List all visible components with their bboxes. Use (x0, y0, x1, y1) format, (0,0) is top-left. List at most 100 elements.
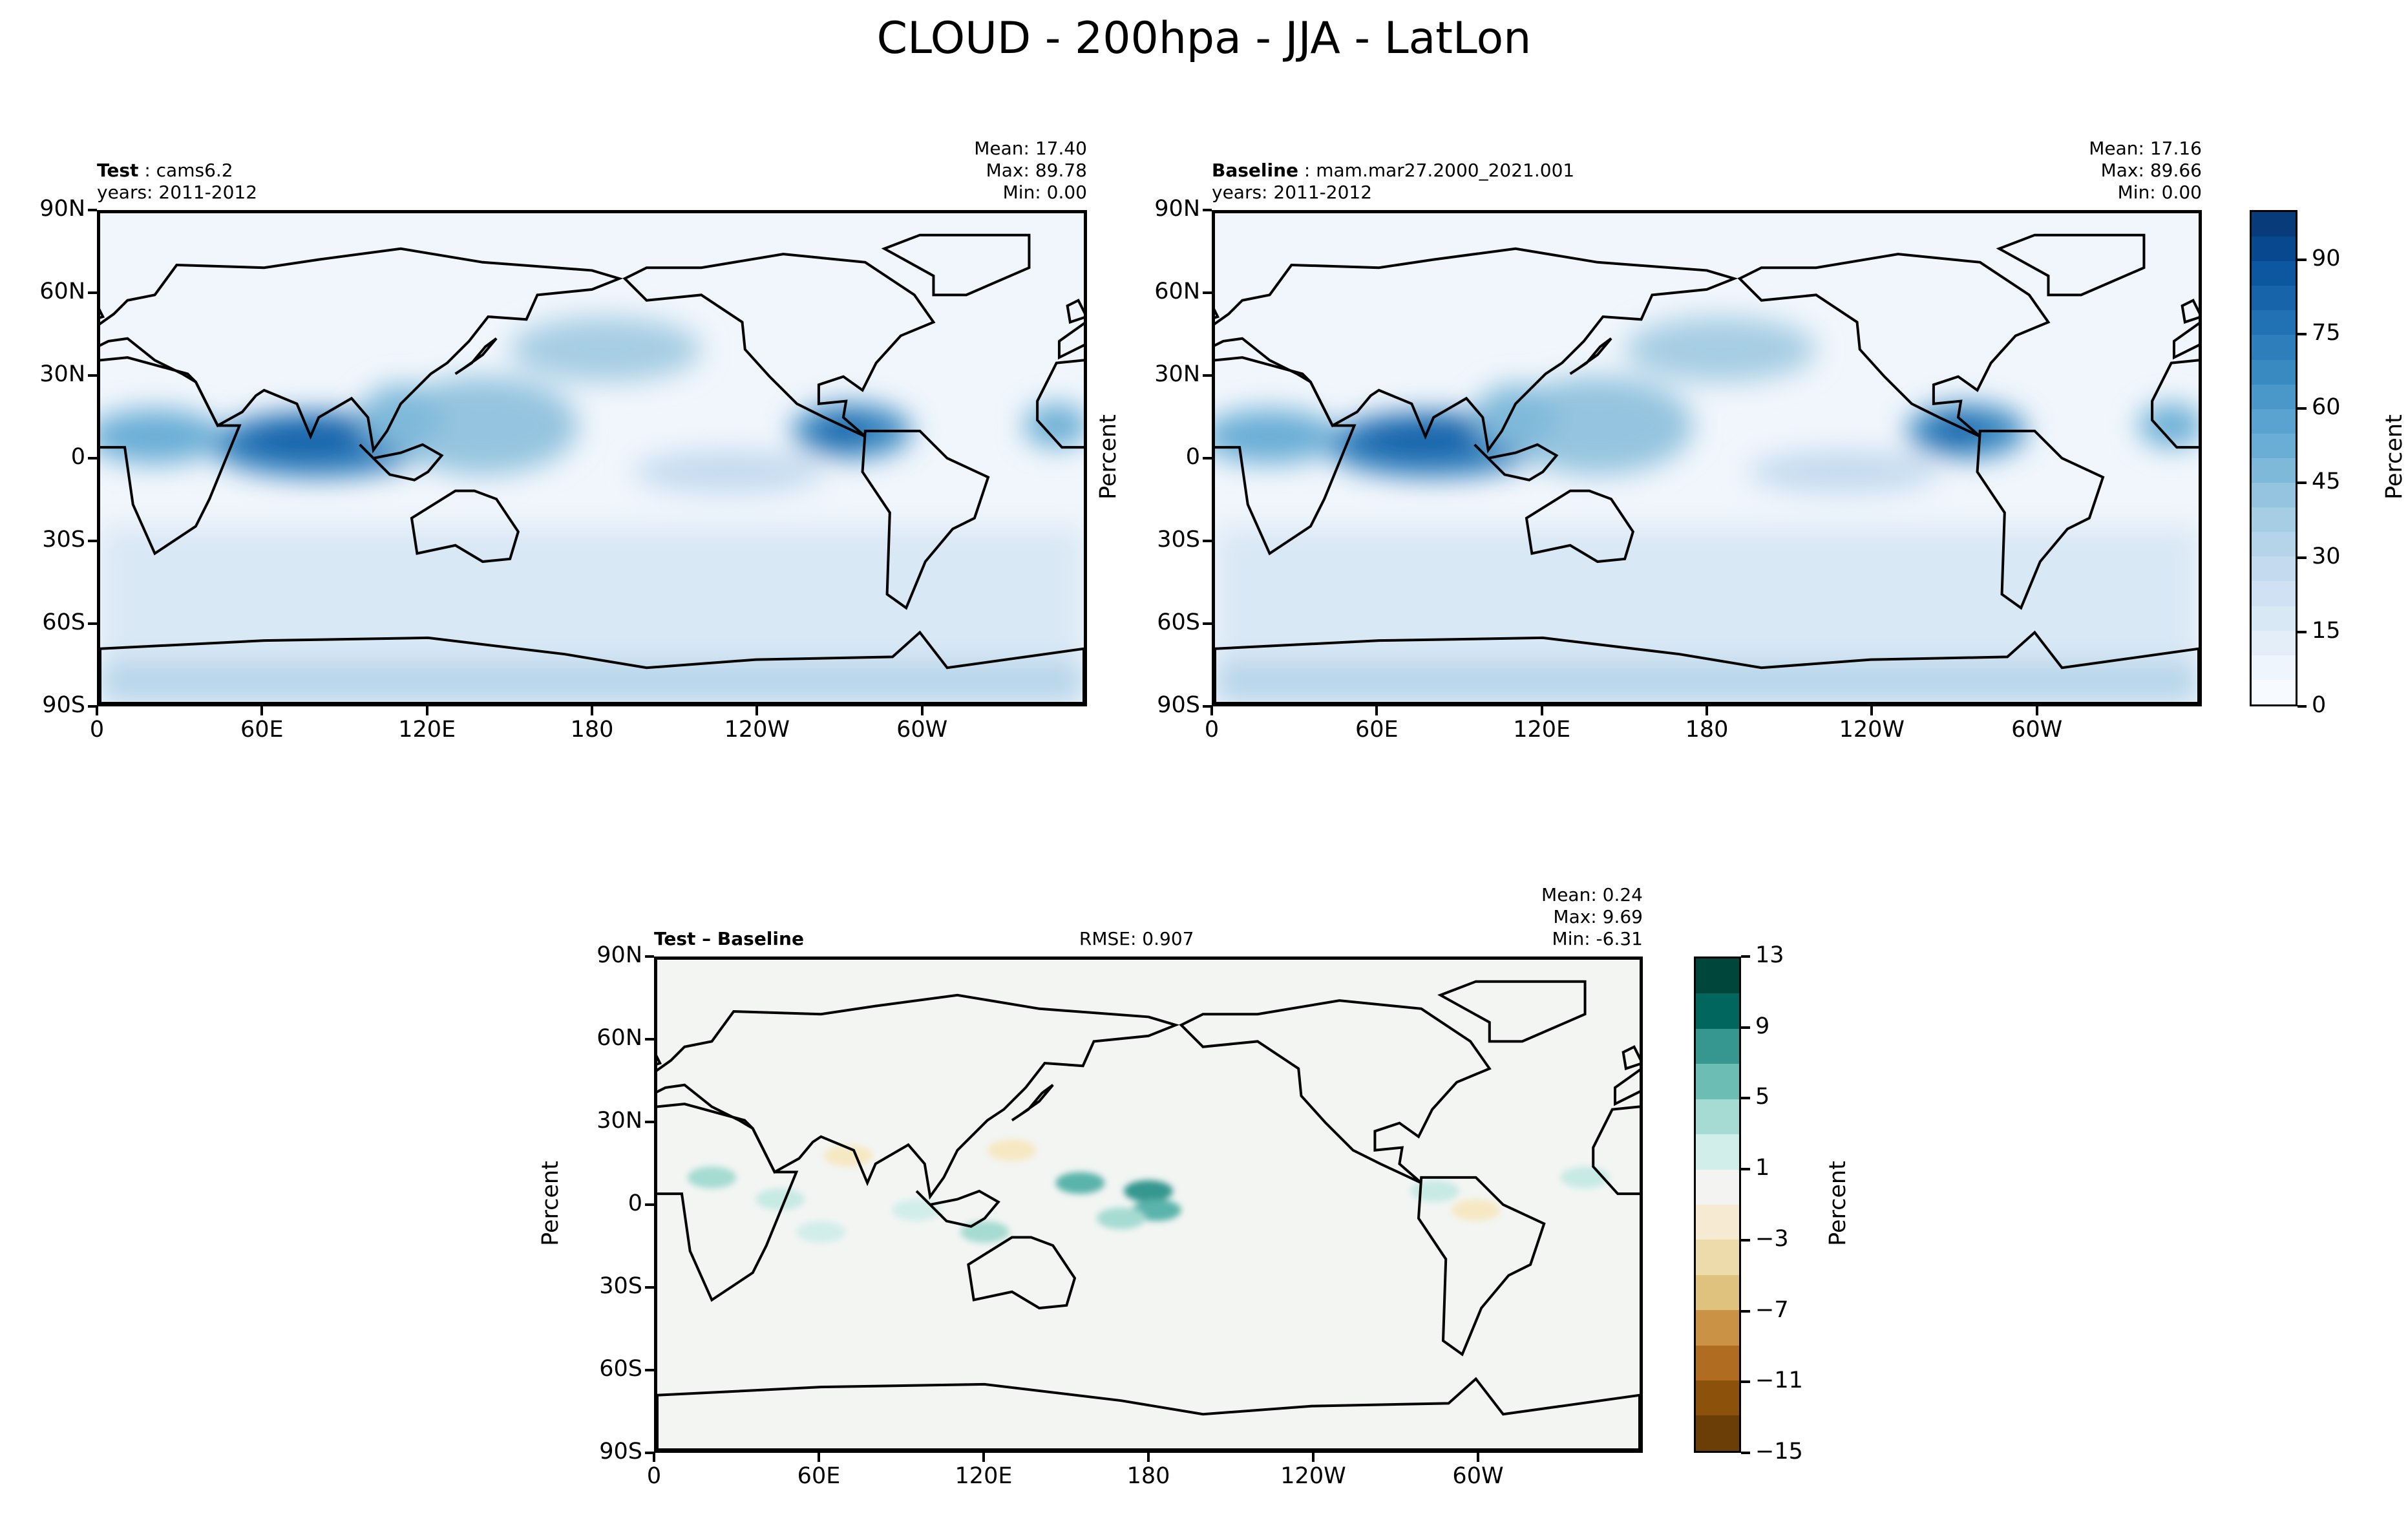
rmse-label: RMSE: 0.907 (1079, 928, 1194, 949)
diff-blob (987, 1139, 1037, 1161)
x-tick-label: 60W (896, 717, 948, 743)
antarctic-band (100, 662, 1084, 703)
coastline-antarctica (100, 633, 1084, 703)
x-tick-label: 60W (2011, 717, 2063, 743)
x-tick-mark (1312, 1453, 1315, 1462)
x-tick-mark (1477, 1453, 1479, 1462)
colorbar-tick-label: −11 (1755, 1368, 1803, 1394)
coastline-australia (968, 1238, 1075, 1308)
figure-title: CLOUD - 200hpa - JJA - LatLon (876, 13, 1532, 64)
x-tick-mark (1210, 706, 1213, 715)
coastline-namerica (625, 254, 934, 436)
x-tick-label: 180 (1126, 1463, 1170, 1489)
field-shading (100, 317, 1084, 703)
y-tick-label: 90S (599, 1439, 642, 1464)
colorbar-bin (2252, 655, 2296, 680)
x-tick-label: 120W (1280, 1463, 1346, 1489)
diff-label: Test – Baseline (654, 928, 804, 950)
coastline-africa (1215, 357, 1355, 553)
antarctic-band (1215, 662, 2199, 703)
coastline-eurasia (100, 249, 619, 450)
colorbar-bin (1696, 1169, 1739, 1205)
cloud-blob (1474, 385, 1557, 450)
x-tick-mark (1147, 1453, 1150, 1462)
y-tick-label: 90S (42, 692, 85, 718)
cloud-blob (100, 409, 224, 464)
colorbar-bin (2252, 310, 2296, 335)
colorbar-bin (2252, 384, 2296, 409)
y-tick-mark (1203, 209, 1212, 211)
colorbar-main (2250, 210, 2297, 706)
y-tick-mark (645, 1286, 654, 1289)
coastline-greenland (884, 235, 1029, 295)
y-tick-label: 60S (1157, 609, 1200, 635)
coastline-uk (1215, 301, 1218, 322)
colorbar-tick-label: 75 (2312, 320, 2341, 346)
y-tick-mark (88, 705, 97, 708)
x-tick-mark (591, 706, 593, 715)
x-tick-mark (2035, 706, 2038, 715)
colorbar-bin (1696, 993, 1739, 1029)
y-axis-label: Percent (538, 1161, 564, 1246)
colorbar-bin (1696, 1415, 1739, 1451)
colorbar-tick-label: 90 (2312, 245, 2341, 271)
y-tick-mark (88, 374, 97, 377)
colorbar-tick-label: 13 (1755, 942, 1784, 968)
y-tick-mark (645, 1452, 654, 1454)
x-tick-mark (653, 1453, 655, 1462)
colorbar-bin (2252, 408, 2296, 434)
colorbar-bin (1696, 1099, 1739, 1135)
diff-blob (1055, 1172, 1105, 1194)
field-shading (1215, 317, 2199, 703)
y-tick-label: 60N (1154, 279, 1200, 304)
colorbar-bin (2252, 286, 2296, 311)
cloud-blob (359, 385, 442, 450)
coastline-indonesia (360, 445, 442, 480)
diff-blob (1451, 1199, 1501, 1221)
cloud-blob (1625, 317, 1817, 383)
x-tick-mark (982, 1453, 985, 1462)
cloud-blob (2139, 403, 2199, 448)
colorbar-bin (1696, 1204, 1739, 1240)
x-tick-label: 120W (724, 717, 790, 743)
y-tick-mark (88, 457, 97, 460)
x-tick-label: 120E (1513, 717, 1571, 743)
label-bold: Baseline (1212, 160, 1299, 181)
colorbar-bin (2252, 630, 2296, 655)
y-tick-label: 90N (39, 196, 85, 222)
colorbar-bin (2252, 261, 2296, 286)
coastline-uk (657, 1047, 660, 1069)
colorbar-tick-mark (2297, 705, 2307, 708)
x-tick-label: 60E (797, 1463, 841, 1489)
y-tick-mark (1203, 457, 1212, 460)
colorbar-bin (2252, 458, 2296, 483)
x-tick-mark (96, 706, 98, 715)
colorbar-tick-mark (1741, 1097, 1750, 1100)
coastline-antarctica (1215, 633, 2199, 703)
y-tick-mark (1203, 622, 1212, 625)
baseline-stats: Mean: 17.16 Max: 89.66 Min: 0.00 (2089, 138, 2202, 204)
coastline-eurasia (657, 995, 1176, 1197)
y-tick-label: 30S (42, 527, 85, 553)
stat-mean: Mean: 17.16 (2089, 138, 2202, 159)
coastline-africa (1593, 1104, 1640, 1300)
colorbar-tick-mark (1741, 1380, 1750, 1384)
coastline-eurasia (1615, 995, 1640, 1197)
colorbar-bin (2252, 483, 2296, 508)
colorbar-bin (2252, 507, 2296, 533)
y-tick-label: 30S (599, 1273, 642, 1299)
colorbar-bin (1696, 1345, 1739, 1381)
years-text: years: 2011-2012 (97, 182, 258, 203)
y-tick-mark (645, 1121, 654, 1123)
x-tick-mark (1870, 706, 1874, 715)
colorbar-tick-label: 5 (1755, 1084, 1770, 1110)
colorbar-bin (2252, 581, 2296, 606)
coastline-antarctica (657, 1379, 1640, 1450)
diff-stats: Mean: 0.24 Max: 9.69 Min: -6.31 (1541, 884, 1643, 950)
diff-blob (1410, 1180, 1460, 1202)
colorbar-tick-mark (2297, 333, 2307, 335)
y-tick-mark (645, 1369, 654, 1371)
colorbar-tick-label: 15 (2312, 617, 2341, 644)
coastline-australia (1526, 491, 1633, 562)
cloud-blob (633, 450, 825, 494)
